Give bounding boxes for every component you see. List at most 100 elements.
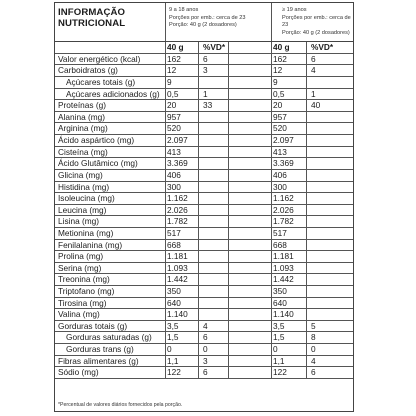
nutrient-name: Tirosina (mg) (58, 297, 107, 308)
column-divider (165, 262, 166, 274)
amount-9-18: 0,5 (167, 88, 179, 99)
column-divider (198, 262, 199, 274)
dv-19-plus: 0 (311, 344, 316, 355)
nutrient-name: Proteínas (g) (58, 100, 106, 111)
column-divider (228, 193, 229, 204)
amount-9-18: 406 (167, 169, 181, 180)
column-divider (198, 146, 199, 158)
column-divider (198, 88, 199, 100)
nutrient-name: Glicina (mg) (58, 169, 103, 180)
column-divider (228, 285, 229, 297)
amount-19-plus: 1.162 (273, 193, 294, 204)
amount-header: 40 g (273, 42, 290, 52)
column-divider (271, 135, 272, 146)
column-divider (228, 135, 229, 146)
column-divider (306, 309, 307, 320)
column-divider (165, 135, 166, 146)
column-divider (306, 204, 307, 216)
nutrient-name: Serina (mg) (58, 262, 102, 273)
column-divider (271, 274, 272, 285)
column-divider (165, 88, 166, 100)
column-divider (228, 146, 229, 158)
column-divider (165, 367, 166, 378)
nutrient-name: Gorduras trans (g) (66, 344, 134, 355)
amount-header: 40 g (167, 42, 184, 52)
amount-19-plus: 3,5 (273, 320, 285, 331)
column-divider (271, 227, 272, 239)
footnote: *Percentual de valores diários fornecido… (58, 402, 183, 408)
amount-9-18: 20 (167, 100, 177, 111)
column-divider (198, 42, 199, 53)
column-divider (198, 193, 199, 204)
column-divider (228, 355, 229, 367)
column-divider (271, 355, 272, 367)
nutrient-name: Histidina (mg) (58, 181, 110, 192)
table-row: Isoleucina (mg) 1.162 1.162 (55, 193, 353, 205)
column-divider (198, 227, 199, 239)
title-line-1: INFORMAÇÃO (58, 7, 126, 18)
amount-19-plus: 1.093 (273, 262, 294, 273)
column-divider (228, 367, 229, 378)
amount-9-18: 1,1 (167, 355, 179, 366)
column-divider (228, 320, 229, 332)
amount-9-18: 1.181 (167, 251, 188, 262)
group-servings: Porções por emb.: cerca de 23 (169, 14, 246, 21)
column-divider (165, 239, 166, 251)
column-divider (165, 123, 166, 135)
dv-19-plus: 8 (311, 332, 316, 343)
dv-9-18: 3 (203, 65, 208, 76)
amount-9-18: 2.026 (167, 204, 188, 215)
amount-9-18: 1.093 (167, 262, 188, 273)
column-divider (165, 332, 166, 344)
table-row: Gorduras trans (g) 0 0 0 0 (55, 344, 353, 356)
column-divider (228, 204, 229, 216)
column-divider (165, 251, 166, 262)
column-divider (271, 193, 272, 204)
amount-9-18: 350 (167, 285, 181, 296)
nutrient-name: Isoleucina (mg) (58, 193, 115, 204)
amount-19-plus: 162 (273, 53, 287, 64)
amount-9-18: 1.442 (167, 274, 188, 285)
column-divider (228, 88, 229, 100)
group-servings: Porções por emb.: cerca de 23 (282, 14, 351, 29)
amount-19-plus: 520 (273, 123, 287, 134)
column-divider (306, 169, 307, 181)
nutrition-facts-table: INFORMAÇÃO NUTRICIONAL 9 a 18 anos Porçõ… (54, 2, 354, 412)
nutrient-name: Ácido aspártico (mg) (58, 135, 135, 146)
column-divider (228, 77, 229, 88)
dv-9-18: 6 (203, 367, 208, 378)
nutrient-name: Gorduras saturadas (g) (66, 332, 152, 343)
column-divider (198, 309, 199, 320)
amount-9-18: 517 (167, 227, 181, 238)
column-divider (306, 42, 307, 53)
column-divider (271, 181, 272, 193)
nutrient-name: Leucina (mg) (58, 204, 107, 215)
dv-19-plus: 5 (311, 320, 316, 331)
column-divider (271, 332, 272, 344)
table-row: Lisina (mg) 1.782 1.782 (55, 216, 353, 228)
dv-header: %VD* (203, 42, 226, 52)
column-divider (306, 216, 307, 227)
table-row: Sódio (mg) 122 6 122 6 (55, 367, 353, 379)
amount-9-18: 122 (167, 367, 181, 378)
nutrient-name: Cisteína (mg) (58, 146, 108, 157)
column-divider (271, 251, 272, 262)
amount-19-plus: 3.369 (273, 158, 294, 169)
column-divider (228, 216, 229, 227)
column-divider (165, 274, 166, 285)
column-divider (198, 239, 199, 251)
column-divider (198, 344, 199, 355)
amount-19-plus: 12 (273, 65, 283, 76)
column-divider (165, 53, 166, 65)
amount-9-18: 1.140 (167, 309, 188, 320)
nutrient-name: Carboidratos (g) (58, 65, 118, 76)
group-header-19-plus: ≥ 19 anos Porções por emb.: cerca de 23 … (282, 7, 353, 37)
dv-9-18: 4 (203, 320, 208, 331)
column-divider (165, 111, 166, 123)
column-divider (271, 367, 272, 378)
amount-19-plus: 9 (273, 77, 278, 88)
column-divider (228, 262, 229, 274)
column-divider (306, 193, 307, 204)
column-divider (271, 123, 272, 135)
column-divider (198, 274, 199, 285)
